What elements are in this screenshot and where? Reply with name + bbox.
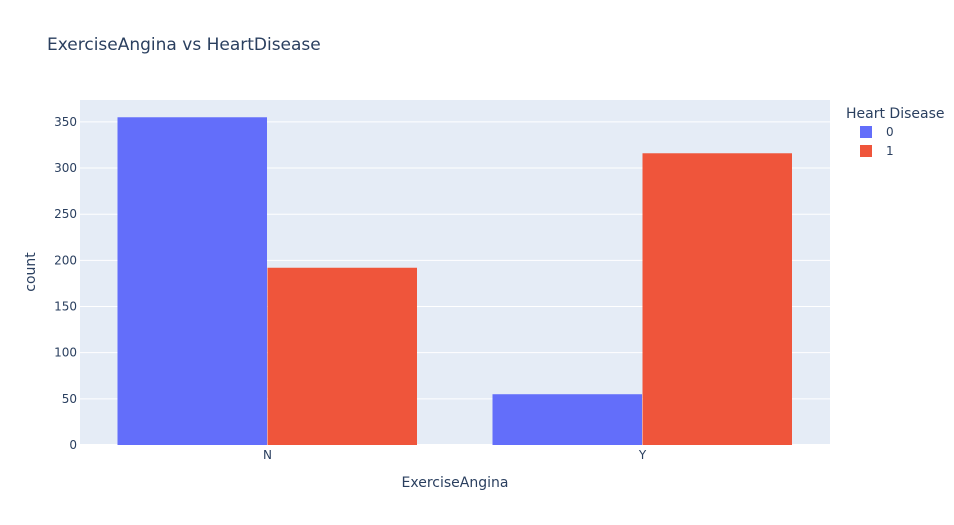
y-axis-title: count bbox=[23, 252, 39, 292]
x-tick-label: N bbox=[263, 448, 272, 462]
legend-label: 1 bbox=[886, 144, 894, 158]
legend-swatch bbox=[860, 145, 872, 157]
y-tick-label: 150 bbox=[54, 300, 77, 314]
y-tick-label: 0 bbox=[69, 438, 77, 452]
legend-item-0[interactable]: 0 bbox=[860, 125, 894, 139]
y-tick-label: 300 bbox=[54, 161, 77, 175]
y-tick-label: 350 bbox=[54, 115, 77, 129]
y-tick-label: 200 bbox=[54, 253, 77, 267]
legend[interactable]: 01 bbox=[860, 125, 894, 158]
bar-Y-series-0[interactable] bbox=[492, 394, 643, 445]
y-tick-label: 50 bbox=[62, 392, 77, 406]
y-axis-ticks: 0 50 100 150 200 250 300 350 bbox=[54, 115, 77, 452]
bars bbox=[117, 117, 793, 445]
y-tick-label: 250 bbox=[54, 207, 77, 221]
x-axis-title: ExerciseAngina bbox=[402, 475, 509, 491]
legend-label: 0 bbox=[886, 125, 894, 139]
x-tick-label: Y bbox=[638, 448, 647, 462]
legend-title: Heart Disease bbox=[846, 106, 944, 122]
legend-item-1[interactable]: 1 bbox=[860, 144, 894, 158]
chart-title: ExerciseAngina vs HeartDisease bbox=[47, 35, 321, 55]
legend-swatch bbox=[860, 126, 872, 138]
bar-N-series-1[interactable] bbox=[267, 267, 418, 445]
y-tick-label: 100 bbox=[54, 346, 77, 360]
bar-Y-series-1[interactable] bbox=[642, 153, 793, 445]
bar-N-series-0[interactable] bbox=[117, 117, 268, 445]
